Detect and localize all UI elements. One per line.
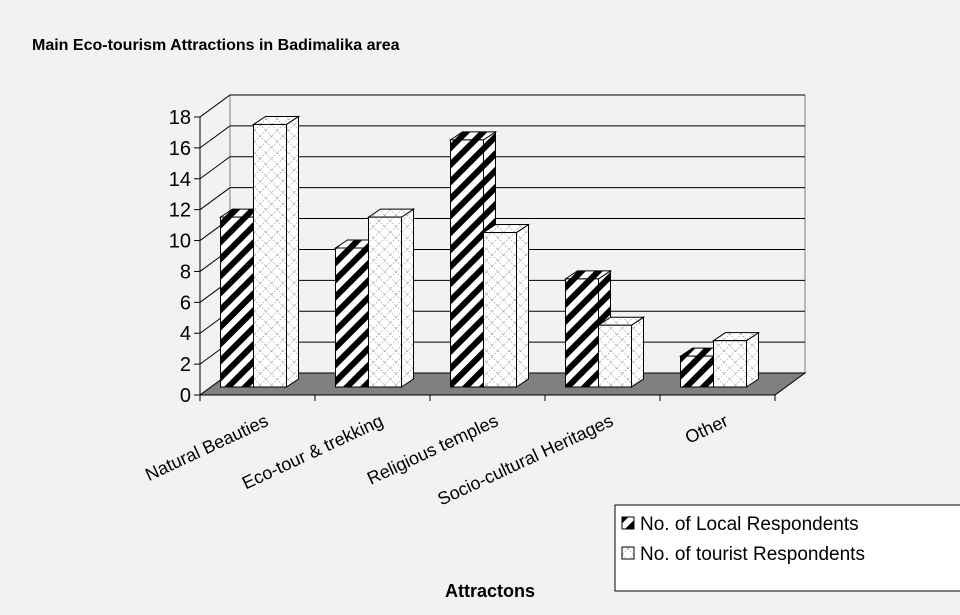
- legend-box: [614, 504, 960, 592]
- grid-line-side: [199, 125, 231, 149]
- y-tick-label: 0: [180, 385, 191, 407]
- y-tick-label: 4: [180, 323, 191, 345]
- bar: [598, 324, 632, 388]
- legend-swatch: [621, 546, 635, 560]
- y-tick-label: 14: [169, 169, 191, 191]
- bar: [680, 355, 714, 388]
- bar: [483, 232, 517, 388]
- y-tick-label: 6: [180, 292, 191, 314]
- bar: [253, 123, 287, 388]
- bar: [335, 247, 369, 388]
- y-tick-label: 2: [180, 354, 191, 376]
- x-axis-title: Attractons: [445, 581, 535, 601]
- grid-line-side: [199, 156, 231, 180]
- bar: [565, 278, 599, 388]
- legend-label: No. of tourist Respondents: [640, 544, 865, 565]
- y-tick-label: 8: [180, 261, 191, 283]
- bar: [220, 216, 254, 388]
- grid-line-side: [199, 94, 231, 118]
- bar: [713, 340, 747, 388]
- chart-title: Main Eco-tourism Attractions in Badimali…: [32, 37, 400, 54]
- legend-label: No. of Local Respondents: [640, 514, 859, 535]
- bar: [450, 139, 484, 388]
- bar-side: [401, 208, 414, 388]
- legend-swatch: [621, 516, 635, 530]
- grid-line-side: [199, 187, 231, 211]
- bar-side: [746, 331, 759, 388]
- bar-side: [516, 223, 529, 388]
- y-tick-label: 12: [169, 200, 191, 222]
- y-tick-label: 18: [169, 107, 191, 129]
- y-tick-label: 10: [169, 231, 191, 253]
- bar-side: [286, 115, 299, 388]
- legend: No. of Local Respondents No. of tourist R…: [614, 504, 960, 592]
- bar: [368, 216, 402, 388]
- y-tick-label: 16: [169, 138, 191, 160]
- bar-side: [631, 316, 644, 388]
